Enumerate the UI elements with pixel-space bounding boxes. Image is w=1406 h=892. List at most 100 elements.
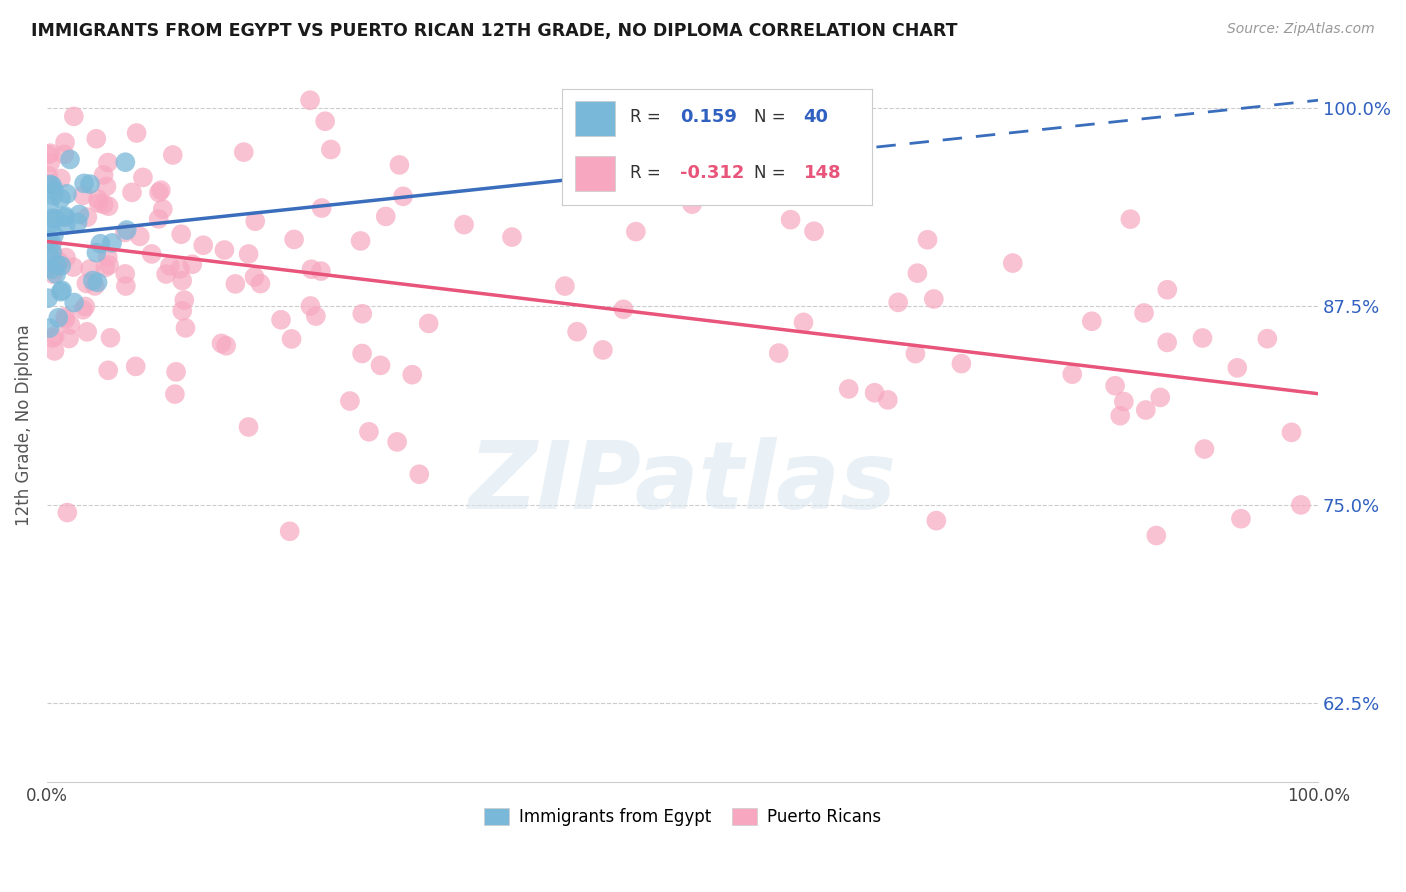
Point [37,169,59,183]
Point [67,207,90,221]
Point [245,214,267,228]
Point [89,236,111,251]
Point [243,269,266,284]
Point [352,346,374,360]
Point [41,178,63,193]
Point [681,197,703,211]
Point [63,109,86,123]
Point [162,148,184,162]
Point [1149,391,1171,405]
Point [49,171,72,186]
Point [170,227,193,242]
Point [172,273,194,287]
Point [51,259,73,273]
Point [624,225,647,239]
Text: R =: R = [630,108,666,126]
Point [41,236,63,251]
Point [62,260,84,274]
Point [905,266,928,280]
Point [751,174,773,188]
Point [181,257,204,271]
Point [55,218,77,232]
Point [97,250,120,264]
Point [73,177,96,191]
Point [319,143,342,157]
Point [55,251,77,265]
Point [42,331,65,345]
Point [352,307,374,321]
Point [232,145,254,160]
Point [374,210,396,224]
Point [301,262,323,277]
Point [42,188,65,202]
Point [44,329,66,343]
FancyBboxPatch shape [575,101,614,136]
Point [87,196,110,211]
Point [349,234,371,248]
Point [37,147,59,161]
Point [501,230,523,244]
Point [84,132,107,146]
Point [211,336,233,351]
Point [39,250,62,264]
FancyBboxPatch shape [575,156,614,191]
Point [370,359,392,373]
Point [42,267,65,281]
Point [66,215,89,229]
Point [56,186,79,201]
Point [42,183,65,197]
Point [1156,335,1178,350]
Point [114,226,136,240]
Point [128,229,150,244]
Point [311,201,333,215]
Point [98,258,121,272]
Point [53,211,76,225]
Point [1281,425,1303,440]
Point [838,382,860,396]
Point [94,260,117,275]
Point [305,309,328,323]
Point [779,212,801,227]
Point [172,303,194,318]
Point [163,387,186,401]
Point [922,292,945,306]
Point [87,192,110,206]
Point [592,343,614,357]
Point [45,267,67,281]
Point [193,238,215,252]
Point [44,211,66,226]
Point [408,467,430,482]
Point [42,246,65,260]
Point [38,321,60,335]
Point [1194,442,1216,456]
Point [401,368,423,382]
Point [75,300,97,314]
Point [169,261,191,276]
Point [1135,403,1157,417]
Point [299,299,322,313]
Point [1230,512,1253,526]
Point [1104,378,1126,392]
Point [1226,360,1249,375]
Point [53,209,76,223]
Point [1133,306,1156,320]
Point [792,315,814,329]
Point [55,312,77,326]
Point [339,394,361,409]
Text: IMMIGRANTS FROM EGYPT VS PUERTO RICAN 12TH GRADE, NO DIPLOMA CORRELATION CHART: IMMIGRANTS FROM EGYPT VS PUERTO RICAN 12… [31,22,957,40]
Point [418,317,440,331]
Point [159,259,181,273]
Point [565,325,588,339]
Point [1112,394,1135,409]
Point [309,264,332,278]
Point [46,258,69,272]
Point [97,363,120,377]
Point [388,158,411,172]
Text: -0.312: -0.312 [681,164,744,182]
Point [174,321,197,335]
Point [173,293,195,307]
Point [39,146,62,161]
Point [83,279,105,293]
Point [101,235,124,250]
Text: Source: ZipAtlas.com: Source: ZipAtlas.com [1227,22,1375,37]
